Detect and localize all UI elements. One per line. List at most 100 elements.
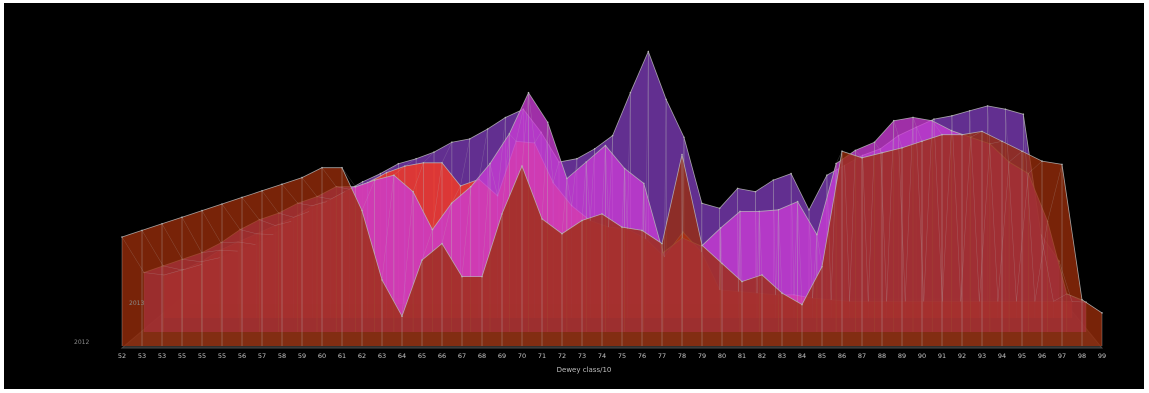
depth-mesh-line [608,135,613,228]
x-tick-label: 77 [658,352,666,360]
series-4-point [986,105,989,107]
depth-mesh-line [874,142,883,153]
depth-mesh-line [240,229,257,234]
series-1-point [481,275,483,278]
x-tick-label: 85 [818,352,826,360]
depth-mesh-line [969,110,980,302]
depth-mesh-line [898,135,906,302]
depth-mesh-line [664,99,667,257]
series-2-point [527,91,530,94]
x-tick-label: 64 [398,352,406,360]
depth-mesh-line [336,186,350,190]
series-4-point [968,110,971,112]
series-1-point [521,165,523,167]
depth-mesh-line [1008,151,1023,163]
x-tick-label: 68 [478,352,486,360]
x-tick-label: 67 [458,352,466,360]
series-2-point [719,227,722,229]
depth-mesh-line [349,181,363,190]
series-2-point [373,179,376,181]
series-1 [121,130,1103,346]
depth-mesh-line [951,130,963,135]
depth-mesh-line [720,227,723,264]
series-1-point [921,140,923,143]
depth-mesh-line [830,163,837,300]
series-1-point [961,133,963,136]
series-1-point [681,153,683,156]
depth-mesh-line [312,201,327,206]
series-4-point [790,172,792,175]
series-1-point [561,232,563,235]
series-4-point [468,138,471,140]
series-1-point [781,292,783,294]
depth-mesh-line [970,131,983,138]
depth-mesh-line [404,158,417,167]
x-tick-label: 87 [858,352,866,360]
x-tick-label: 96 [1038,352,1046,360]
series-2-point [470,185,472,188]
depth-mesh-line [141,230,164,266]
depth-mesh-line [775,209,779,295]
depth-mesh-line [849,150,856,302]
series-2-point [854,149,857,152]
x-tick-label: 55 [178,352,186,360]
series-2-point [546,121,549,124]
depth-mesh-line [624,168,628,229]
depth-label: 2012 [74,339,89,346]
depth-mesh-line [182,264,202,271]
depth-mesh-line [293,211,310,218]
series-2-point [796,200,799,203]
depth-mesh-line [960,137,971,302]
x-tick-label: 71 [538,352,546,360]
depth-mesh-line [515,109,524,142]
x-tick-label: 81 [738,352,746,360]
depth-mesh-line [1071,301,1087,303]
depth-mesh-line [163,269,185,276]
depth-mesh-line [643,183,646,239]
x-tick-label: 86 [838,352,846,360]
series-3-point [385,171,388,174]
depth-label: 2013 [129,300,144,307]
x-tick-label: 83 [778,352,786,360]
depth-mesh-line [923,120,933,302]
depth-mesh-line [915,127,924,302]
series-4-point [576,157,578,160]
series-1-point [661,242,663,245]
series-2-point [835,162,837,165]
depth-mesh-line [201,210,222,243]
series-1-point [901,147,903,149]
x-tick-label: 94 [998,352,1006,360]
series-1-point [861,157,863,159]
x-tick-label: 65 [418,352,426,360]
depth-mesh-line [566,178,572,206]
series-2-point [912,116,914,119]
x-tick-label: 88 [878,352,886,360]
x-tick-label: 74 [598,352,606,360]
series-1-point [421,259,423,261]
depth-mesh-line [355,182,368,187]
depth-mesh-line [621,168,625,228]
series-4-point [611,134,614,137]
depth-mesh-line [719,227,721,290]
depth-mesh-line [367,173,381,183]
depth-mesh-line [423,151,435,163]
series-4-point [1022,113,1025,115]
depth-mesh-line [381,175,395,280]
depth-mesh-line [481,163,491,277]
x-tick-label: 76 [638,352,646,360]
depth-mesh-line [238,241,256,245]
series-1-point [261,190,263,192]
series-2-point [893,119,895,122]
series-1-point [541,218,543,220]
series-1-point [501,213,503,215]
x-tick-label: 90 [918,352,926,360]
series-4-point [415,157,417,160]
depth-mesh-line [451,185,461,204]
depth-mesh-line [979,143,991,302]
series-2-point [931,119,933,122]
series-2-point [354,185,357,188]
series-2-point [489,162,491,165]
depth-mesh [121,51,1103,317]
depth-mesh-line [374,172,387,181]
depth-mesh-line [261,190,279,214]
